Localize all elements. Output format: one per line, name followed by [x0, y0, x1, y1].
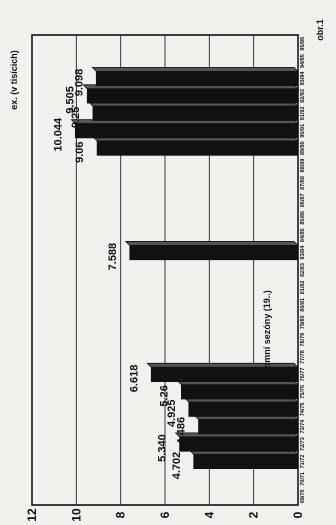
- x-tick-label: 78/79: [300, 333, 306, 347]
- bar-series: [70, 66, 299, 470]
- x-tick-label: 71/72: [300, 455, 306, 469]
- x-tick-label: 89/90: [300, 141, 306, 155]
- data-label: 4.702: [171, 452, 183, 480]
- data-label: 5.26: [158, 385, 170, 406]
- bar: [150, 366, 299, 382]
- x-tick-label: 77/78: [300, 350, 306, 364]
- x-tick-labels: 69/70 70/71 71/72 72/73 73/74 74/75 75/76 76/77…: [300, 37, 306, 503]
- bar: [95, 70, 299, 87]
- x-tick-label: 92/93: [300, 89, 306, 103]
- x-tick-label: 84/85: [300, 228, 306, 242]
- x-tick-label: 83/84: [300, 245, 306, 260]
- x-axis-title: zimní sezóny (19..): [262, 290, 272, 370]
- bar: [181, 384, 299, 400]
- data-label: 9.06: [74, 141, 86, 162]
- data-label: 10.044: [52, 117, 64, 152]
- y-tick-labels: 0 2 4 6 8 10 12: [25, 508, 305, 522]
- data-label: 9.505: [64, 86, 76, 114]
- bar: [74, 123, 299, 139]
- bar-shadow: [124, 241, 299, 246]
- y-tick-label: 0: [291, 511, 305, 518]
- x-tick-label: 80/81: [300, 298, 306, 312]
- y-tick-label: 4: [202, 511, 216, 518]
- bar: [86, 88, 299, 104]
- y-tick-label: 8: [114, 511, 128, 518]
- x-tick-label: 74/75: [300, 402, 306, 416]
- x-tick-label: 88/89: [300, 159, 306, 173]
- y-tick-label: 6: [158, 511, 172, 518]
- bar-shadow: [91, 66, 299, 72]
- x-tick-label: 79/80: [300, 315, 306, 329]
- bar: [188, 401, 299, 417]
- x-tick-label: 94/95: [300, 54, 306, 68]
- data-label: 9.098: [73, 69, 85, 97]
- data-label: 9.25: [70, 107, 82, 128]
- x-tick-label: 93/94: [300, 71, 306, 86]
- data-label: 4.486: [176, 417, 188, 445]
- x-tick-label: 75/76: [300, 385, 306, 399]
- bar: [198, 419, 299, 435]
- x-tick-label: 69/70: [300, 489, 306, 503]
- x-tick-label: 95/96: [300, 37, 306, 51]
- x-tick-label: 91/92: [300, 106, 306, 120]
- bar: [129, 245, 299, 261]
- y-axis-title: ex. (v tisícich): [9, 50, 19, 110]
- x-tick-label: 72/73: [300, 437, 306, 451]
- data-label: 7.588: [107, 243, 119, 271]
- data-label: 4.925: [166, 399, 178, 427]
- figure-label: obr.1: [315, 19, 325, 41]
- bar: [96, 140, 299, 156]
- bar: [179, 436, 299, 452]
- x-tick-label: 85/86: [300, 211, 306, 225]
- y-tick-label: 12: [25, 508, 39, 522]
- x-tick-label: 87/88: [300, 176, 306, 190]
- data-label: 5.340: [157, 434, 169, 462]
- x-tick-label: 81/82: [300, 281, 306, 295]
- data-label: 6.618: [128, 365, 140, 393]
- bar: [92, 105, 299, 121]
- x-tick-label: 73/74: [300, 419, 306, 434]
- bar-shadow: [146, 362, 299, 368]
- x-tick-label: 70/71: [300, 472, 306, 486]
- bar: [193, 453, 299, 470]
- y-tick-label: 2: [247, 511, 261, 518]
- x-tick-label: 86/87: [300, 193, 306, 207]
- y-tick-label: 10: [69, 508, 83, 522]
- x-tick-label: 76/77: [300, 368, 306, 382]
- x-tick-label: 82/83: [300, 263, 306, 277]
- x-tick-label: 90/91: [300, 124, 306, 138]
